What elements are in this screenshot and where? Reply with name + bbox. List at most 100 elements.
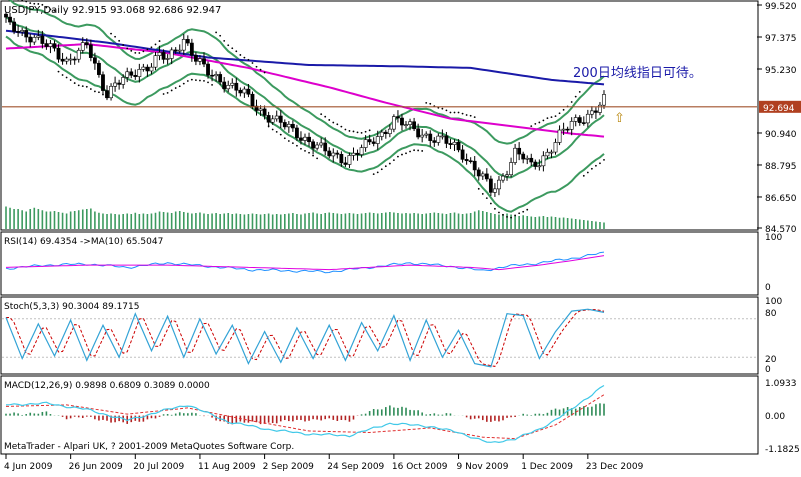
macd-label: MACD(12,26,9) 0.9898 0.6809 0.3089 0.000… [4, 381, 210, 391]
candle-body [89, 45, 92, 58]
candle-body [251, 94, 254, 106]
candle-body [501, 176, 504, 180]
candle-body [477, 170, 480, 176]
candle-body [142, 67, 145, 69]
candle-body [400, 118, 403, 125]
candle-body [178, 50, 181, 51]
candle-body [146, 67, 149, 71]
y-tick-label: 84.570 [765, 225, 797, 235]
stoch-tick-label: 0 [765, 365, 771, 375]
parabolic-sar-dot [441, 108, 443, 110]
parabolic-sar-dot [530, 125, 532, 127]
candle-body [522, 154, 525, 159]
candle-body [41, 36, 44, 44]
parabolic-sar-dot [239, 54, 241, 56]
parabolic-sar-dot [155, 44, 157, 46]
parabolic-sar-dot [494, 208, 496, 210]
parabolic-sar-dot [446, 109, 448, 111]
parabolic-sar-dot [474, 116, 476, 118]
candle-body [166, 58, 169, 59]
candle-body [81, 43, 84, 51]
candle-body [453, 142, 456, 144]
parabolic-sar-dot [272, 129, 274, 131]
parabolic-sar-dot [82, 85, 84, 87]
candle-body [275, 116, 278, 119]
x-tick-label: 1 Dec 2009 [521, 462, 573, 472]
y-tick-label: 95.230 [765, 66, 797, 76]
candle-body [271, 119, 274, 122]
y-tick-label: 86.650 [765, 194, 797, 204]
candle-body [53, 44, 56, 49]
parabolic-sar-dot [231, 47, 233, 49]
parabolic-sar-dot [526, 209, 528, 211]
parabolic-sar-dot [389, 163, 391, 165]
candle-body [505, 175, 508, 176]
x-tick-label: 26 Jun 2009 [69, 462, 123, 472]
candle-body [291, 124, 294, 128]
parabolic-sar-dot [377, 171, 379, 173]
candle-body [77, 50, 80, 59]
parabolic-sar-dot [373, 173, 375, 175]
parabolic-sar-dot [118, 40, 120, 42]
rsi-label: RSI(14) 69.4354 ->MA(10) 65.5047 [4, 237, 163, 247]
candle-body [279, 116, 282, 122]
candle-body [461, 150, 464, 159]
parabolic-sar-dot [547, 117, 549, 119]
candle-body [526, 158, 529, 159]
parabolic-sar-dot [328, 119, 330, 121]
parabolic-sar-dot [595, 165, 597, 167]
parabolic-sar-dot [66, 77, 68, 79]
candle-body [105, 91, 108, 98]
candle-body [126, 72, 129, 78]
candle-body [65, 59, 68, 61]
parabolic-sar-dot [514, 215, 516, 217]
candle-body [352, 153, 355, 155]
macd-tick-label: 1.0933 [765, 379, 797, 389]
parabolic-sar-dot [227, 44, 229, 46]
parabolic-sar-dot [506, 216, 508, 218]
parabolic-sar-dot [579, 91, 581, 93]
parabolic-sar-dot [199, 80, 201, 82]
candle-body [109, 86, 112, 97]
candle-body [93, 58, 96, 64]
candle-body [73, 59, 76, 60]
parabolic-sar-dot [361, 132, 363, 134]
annotation-text: 200日均线指日可待。 [573, 66, 702, 81]
parabolic-sar-dot [304, 150, 306, 152]
macd-tick-label: 0.00 [765, 412, 785, 422]
candle-body [550, 152, 553, 153]
parabolic-sar-dot [219, 35, 221, 37]
candle-body [392, 117, 395, 130]
candle-body [122, 77, 125, 84]
candle-body [182, 39, 185, 50]
candle-body [283, 122, 286, 126]
parabolic-sar-dot [534, 123, 536, 125]
candle-body [320, 143, 323, 145]
candle-body [602, 94, 605, 105]
candle-body [497, 180, 500, 189]
parabolic-sar-dot [203, 80, 205, 82]
parabolic-sar-dot [409, 151, 411, 153]
parabolic-sar-dot [147, 48, 149, 50]
parabolic-sar-dot [450, 112, 452, 114]
parabolic-sar-dot [417, 150, 419, 152]
parabolic-sar-dot [401, 154, 403, 156]
stoch-label: Stoch(5,3,3) 90.3004 89.1715 [4, 302, 139, 312]
parabolic-sar-dot [308, 152, 310, 154]
candle-body [586, 114, 589, 123]
parabolic-sar-dot [126, 47, 128, 49]
parabolic-sar-dot [58, 71, 60, 73]
candle-body [465, 159, 468, 160]
candle-body [562, 129, 565, 130]
parabolic-sar-dot [25, 1, 27, 3]
candle-body [174, 50, 177, 51]
parabolic-sar-dot [563, 109, 565, 111]
parabolic-sar-dot [551, 116, 553, 118]
stoch-tick-label: 100 [765, 297, 782, 307]
candle-body [247, 89, 250, 94]
candle-body [485, 174, 488, 179]
candle-body [384, 132, 387, 134]
parabolic-sar-dot [486, 197, 488, 199]
macd-tick-label: -1.1825 [765, 445, 800, 455]
